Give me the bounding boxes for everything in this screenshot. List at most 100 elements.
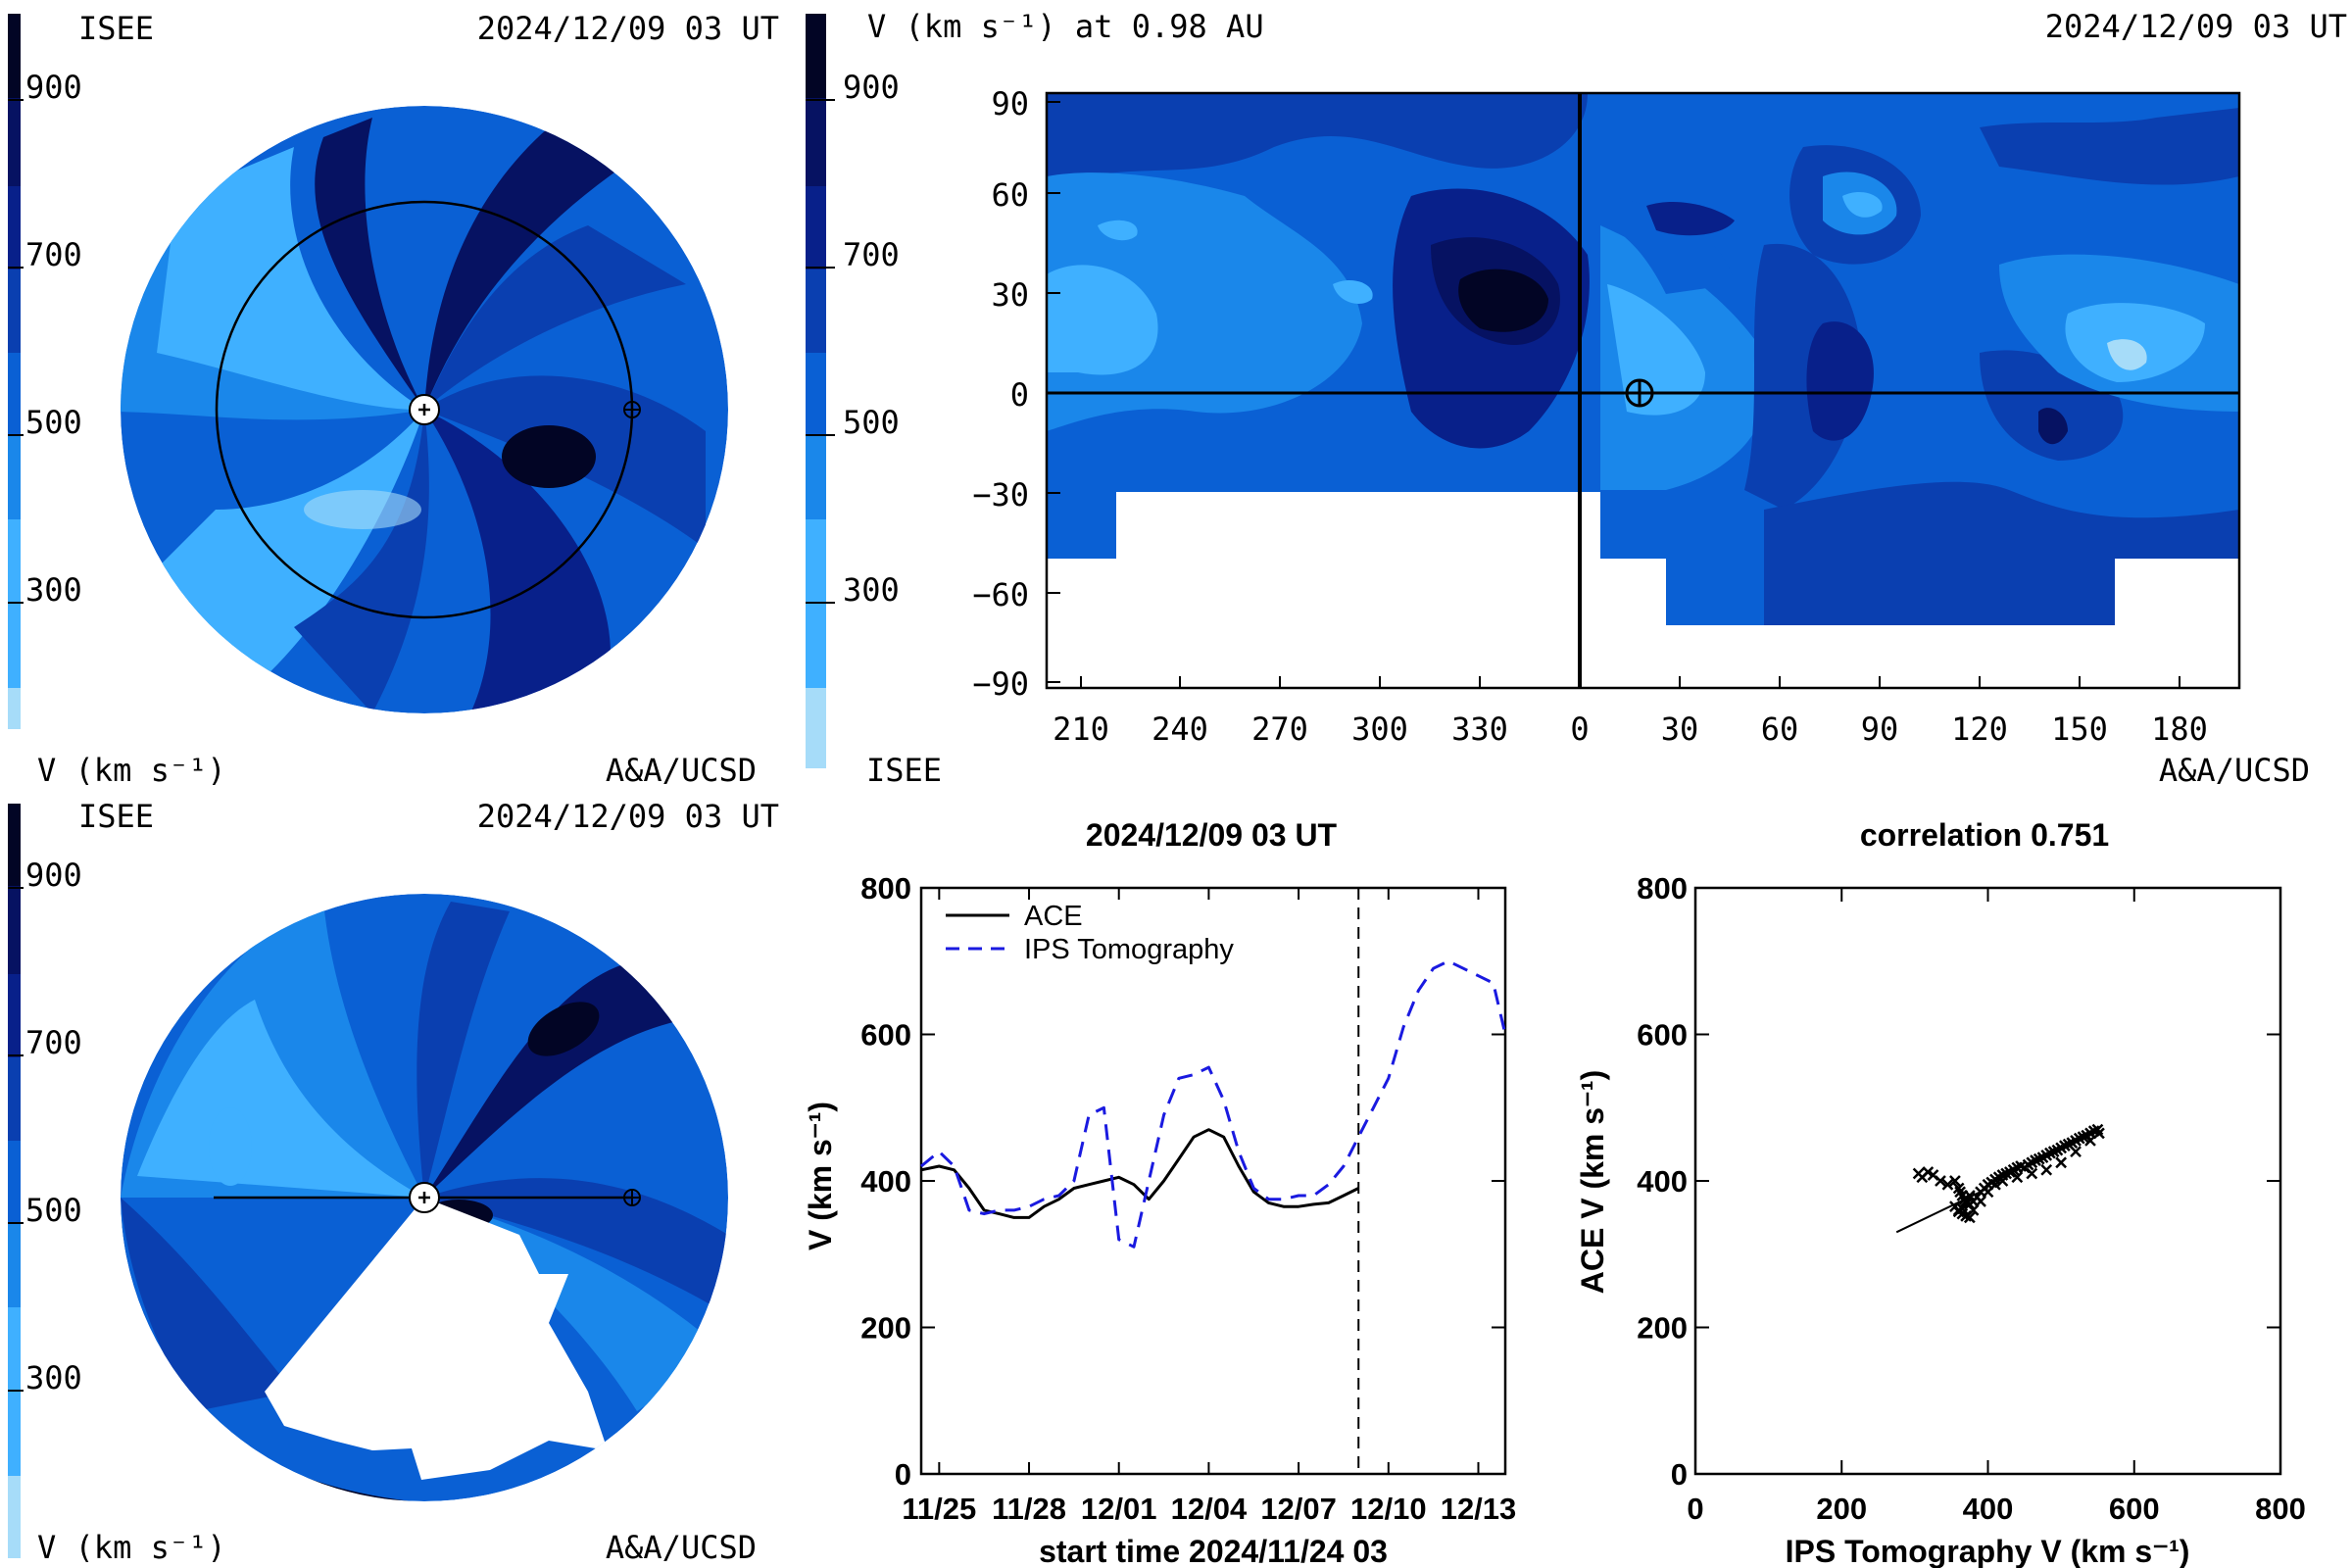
y-tick-label: 0 [1671,1457,1688,1492]
synoptic-contours [1047,93,2239,625]
colorbar-tick-label: 300 [25,1359,82,1396]
x-tick-label: 11/25 [902,1492,976,1526]
y-tick-label: 0 [895,1457,911,1492]
scatter-point [1956,1202,1969,1215]
x-tick-label: 600 [2109,1492,2160,1526]
colorbar-band [8,14,21,98]
colorbar-tick-label: 500 [843,404,900,441]
lon-tick-label: 60 [1761,710,1799,748]
colorbar-tick-label: 900 [25,857,82,894]
y-tick-label: 400 [860,1164,911,1199]
lat-tick-label: −60 [972,576,1029,613]
timeseries-panel: 2024/12/09 03 UT start time 2024/11/24 0… [803,817,1516,1568]
units-label: V (km s⁻¹) [37,1529,226,1566]
lon-tick-label: 300 [1351,710,1408,748]
colorbar-tick-label: 700 [25,236,82,273]
scatter-point [1996,1175,2009,1187]
lat-tick-label: 30 [991,276,1029,314]
colorbar-tick-label: 300 [843,571,900,609]
colorbar-band [8,1057,21,1141]
lat-tick-label: 90 [991,85,1029,122]
org-label: ISEE [78,10,154,47]
map-org-label: ISEE [866,752,942,789]
bottom-left-panel: 900 700 500 300 ISEE 2024/12/09 03 UT V … [8,798,779,1566]
colorbar-tick-label: 900 [25,69,82,106]
colorbar-band [8,270,21,353]
time-label: 2024/12/09 03 UT [477,10,779,47]
x-tick-label: 400 [1963,1492,2014,1526]
colorbar-tick-label: 700 [25,1024,82,1061]
lon-tick-label: 30 [1661,710,1699,748]
scatter-frame [1693,886,2282,1476]
top-left-panel: 900 700 500 300 ISEE 2024/12/09 03 UT V … [8,10,779,789]
colorbar-band [8,1476,21,1558]
scatter-title: correlation 0.751 [1860,817,2109,853]
sun-center-icon [418,404,430,416]
lat-tick-label: 0 [1010,376,1029,414]
scatter-point [2055,1156,2068,1169]
sun-center-icon [418,1192,430,1203]
colorbar-band [806,353,826,436]
y-tick-label: 800 [860,871,911,906]
colorbar-band [806,436,826,519]
time-label: 2024/12/09 03 UT [477,798,779,835]
y-tick-label: 600 [860,1018,911,1053]
scatter-point [1935,1175,1946,1187]
scatter-point [1975,1196,1986,1207]
earth-cross-icon [1627,380,1652,406]
lon-tick-label: 120 [1951,710,2008,748]
x-tick-label: 800 [2255,1492,2306,1526]
scatter-point [2026,1167,2038,1180]
ips-series-line [920,959,1507,1249]
lon-tick-label: 180 [2151,710,2208,748]
org-label: ISEE [78,798,154,835]
earth-cross-icon [624,402,640,417]
x-tick-label: 12/01 [1081,1492,1157,1526]
colorbar-tick-label: 500 [25,404,82,441]
map-title: V (km s⁻¹) at 0.98 AU [867,8,1264,45]
lat-tick-label: 60 [991,176,1029,214]
colorbar-band [8,98,21,186]
colorbar-band [806,14,826,98]
scatter-point [1949,1175,1961,1187]
scatter-point [2084,1135,2096,1147]
x-tick-label: 12/10 [1350,1492,1427,1526]
credit-label: A&A/UCSD [606,1529,757,1566]
colorbar-tick-label: 500 [25,1192,82,1229]
colorbar-tick-label: 700 [843,236,900,273]
map-time-label: 2024/12/09 03 UT [2045,8,2347,45]
timeseries-xlabel: start time 2024/11/24 03 [1039,1534,1388,1568]
scatter-point [1963,1190,1976,1201]
colorbar-band [806,98,826,186]
colorbar-synoptic: 900 700 500 300 [806,14,900,768]
velocity-wheel-bottom [121,894,728,1501]
timeseries-ylabel: V (km s⁻¹) [803,1102,838,1250]
x-tick-label: 12/13 [1441,1492,1517,1526]
y-tick-label: 800 [1637,871,1688,906]
lon-tick-label: 270 [1251,710,1308,748]
map-credit-label: A&A/UCSD [2159,752,2310,789]
x-tick-label: 12/07 [1260,1492,1337,1526]
scatter-xlabel: IPS Tomography V (km s⁻¹) [1786,1534,2190,1568]
colorbar-band [8,353,21,436]
lon-tick-label: 0 [1570,710,1589,748]
map-frame [1045,91,2241,690]
map-lat-axis: 90 60 30 0 −30 −60 −90 [972,85,1060,703]
colorbar-band [8,1224,21,1307]
colorbar-band [8,886,21,974]
colorbar-band [806,186,826,270]
colorbar-tick-label: 900 [843,69,900,106]
scatter-point [2011,1171,2024,1184]
colorbar-band [8,186,21,270]
y-tick-label: 600 [1637,1018,1688,1053]
lat-tick-label: −90 [972,665,1029,703]
ace-series-line [920,1128,1359,1219]
colorbar-band [8,688,21,729]
scatter-points [1895,1123,2105,1234]
lon-tick-label: 330 [1451,710,1508,748]
colorbar-band [8,1141,21,1224]
scatter-axis-ticks: 0 200 400 600 800 800 600 400 200 0 [1637,871,2306,1526]
scatter-point [1989,1178,2001,1191]
scatter-ylabel: ACE V (km s⁻¹) [1575,1070,1610,1294]
scatter-point [1941,1178,1954,1191]
